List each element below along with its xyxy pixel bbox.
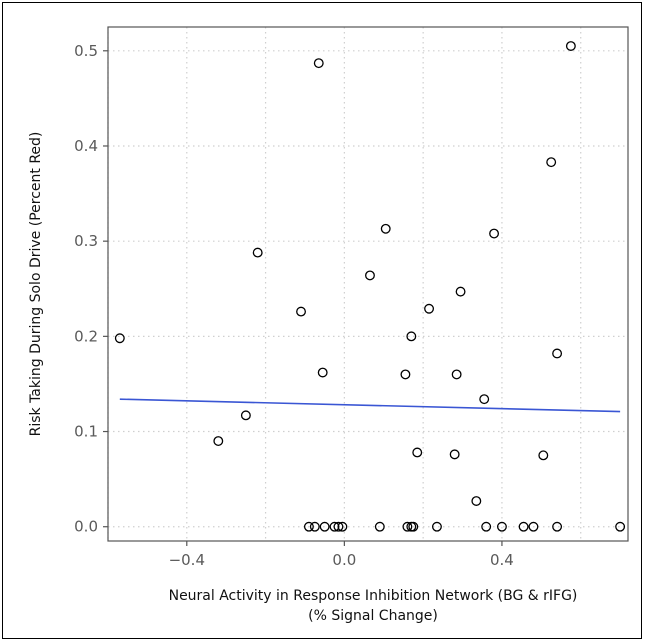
scatter-point	[479, 394, 490, 405]
y-tick-label: 0.5	[74, 42, 98, 60]
y-tick-label: 0.1	[74, 423, 98, 441]
scatter-point	[412, 447, 423, 458]
scatter-point	[329, 521, 340, 532]
y-tick-label: 0.3	[74, 232, 98, 250]
scatter-point	[402, 521, 413, 532]
scatter-point	[400, 369, 411, 380]
scatter-point	[471, 496, 482, 506]
scatter-point	[317, 367, 328, 378]
scatter-point	[565, 41, 576, 51]
y-tick-label: 0.2	[74, 327, 98, 345]
scatter-point	[319, 521, 330, 532]
scatter-point	[489, 228, 500, 239]
y-tick-label: 0.4	[74, 137, 98, 155]
scatter-point	[365, 270, 375, 281]
scatter-point	[455, 286, 466, 297]
plot-panel-border	[107, 26, 629, 542]
scatter-point	[313, 58, 324, 69]
scatter-point	[451, 369, 462, 380]
x-tick-label: −0.4	[169, 551, 205, 569]
y-axis-label: Risk Taking During Solo Drive (Percent R…	[28, 132, 44, 437]
scatter-point	[431, 521, 442, 532]
scatter-point	[213, 436, 224, 447]
y-tick-labels: 0.0 0.1 0.2 0.3 0.4 0.5	[74, 42, 108, 536]
scatter-point	[333, 521, 344, 532]
grid	[107, 27, 628, 541]
points-layer	[114, 41, 626, 532]
x-tick-label: 0.4	[490, 551, 514, 569]
trend-line-layer	[119, 398, 621, 413]
scatter-point	[380, 223, 391, 234]
scatter-point	[309, 521, 320, 532]
y-tick-label: 0.0	[74, 518, 98, 536]
x-tick-labels: −0.4 0.0 0.4	[169, 541, 514, 569]
scatter-point	[615, 521, 626, 532]
scatter-point	[303, 521, 314, 532]
scatter-point	[538, 450, 549, 461]
scatter-point	[449, 449, 460, 460]
scatter-point	[552, 348, 563, 359]
scatter-point	[337, 521, 348, 532]
x-axis-label: Neural Activity in Response Inhibition N…	[169, 588, 578, 604]
scatter-point	[552, 521, 563, 532]
regression-line	[119, 398, 621, 413]
scatter-point	[518, 521, 529, 532]
scatter-point	[114, 333, 125, 344]
scatter-point	[546, 157, 557, 168]
scatter-point	[406, 331, 417, 342]
x-tick-label: 0.0	[332, 551, 356, 569]
scatter-point	[496, 521, 507, 532]
x-axis-label-units: (% Signal Change)	[308, 608, 438, 624]
scatter-point	[408, 521, 419, 532]
scatter-point	[296, 306, 306, 317]
scatter-point	[424, 303, 435, 314]
scatter-point	[240, 410, 251, 421]
scatter-point	[252, 247, 263, 258]
scatter-point	[528, 521, 539, 532]
scatter-point	[481, 521, 492, 532]
scatter-point	[374, 521, 385, 532]
